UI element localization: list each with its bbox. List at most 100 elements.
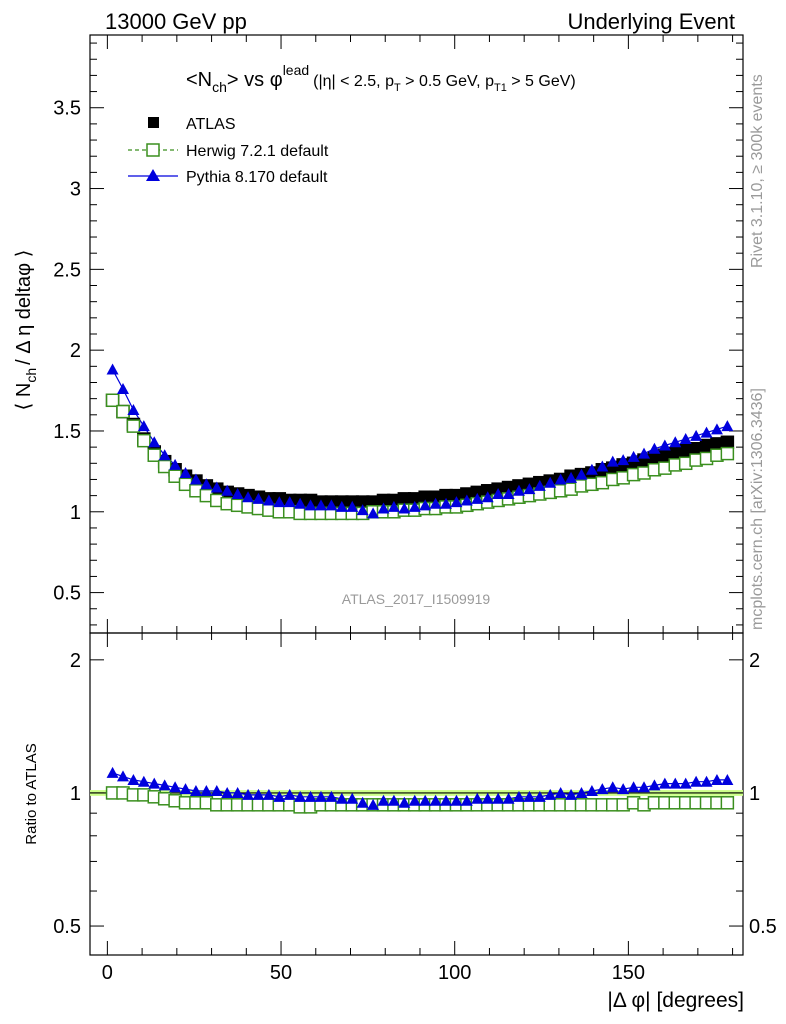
atlas-point [720,435,735,450]
x-axis-tick-labels: 0 50 100 150 [102,962,645,984]
legend-herwig-marker [146,143,160,157]
ratio-pythia-point [502,792,515,804]
ratio-pythia-point [648,779,661,791]
pythia-point [158,449,171,461]
title-sup: lead [283,62,309,78]
ratio-pythia-point [440,794,453,806]
main-panel: 0.511.522.533.5 ATLAS_2017_I1509919 <Nch… [13,34,744,634]
ratio-pythia-point [179,783,192,795]
pythia-point [221,484,234,496]
pythia-point [606,455,619,467]
header-left: 13000 GeV pp [105,9,247,34]
ratio-pythia-point [294,790,307,802]
ratio-pythia-point [669,777,682,789]
ratio-y-tick-label: 2 [70,650,81,672]
pythia-point [554,473,567,485]
pythia-point [679,433,692,445]
main-y-tick-label: 2 [70,340,81,362]
ratio-pythia-point [231,786,244,798]
pythia-point [335,500,348,512]
ratio-pythia-point [533,790,546,802]
ratio-pythia-point [169,781,182,793]
pythia-point [179,466,192,478]
pythia-point [492,488,505,500]
x-tick-label: 150 [612,962,645,984]
ratio-pythia-point [585,785,598,797]
ylabel-a: ⟨ N [13,383,35,411]
pythia-point [669,436,682,448]
main-y-tick-label: 1.5 [53,421,81,443]
ratio-pythia-point [148,777,161,789]
pythia-point [273,496,286,508]
title-cut-a: (|η| < 2.5, p [313,73,394,90]
herwig-point [720,446,735,461]
ratio-pythia-point [554,786,567,798]
ratio-pythia-point [544,788,557,800]
pythia-point [262,494,275,506]
title-cut-b-sub: T1 [494,82,507,94]
ratio-pythia-point [690,775,703,787]
pythia-point [387,500,400,512]
pythia-point [346,500,359,512]
pythia-point [596,460,609,472]
legend: ATLAS Herwig 7.2.1 default Pythia 8.170 … [128,116,329,186]
pythia-point [210,481,223,493]
x-tick-label: 50 [270,962,292,984]
ratio-pythia-point [408,794,421,806]
pythia-point [648,442,661,454]
pythia-point [148,436,161,448]
ratio-y-tick-label-right: 0.5 [749,916,777,938]
ylabel-sub: ch [23,368,39,383]
pythia-point [627,450,640,462]
pythia-point [169,458,182,470]
main-y-tick-label: 3.5 [53,98,81,120]
ratio-pythia-point [617,783,630,795]
ratio-y-tick-label: 1 [70,783,81,805]
ratio-pythia-point [429,794,442,806]
ratio-series [105,766,735,814]
pythia-point [471,492,484,504]
ratio-pythia-point [210,785,223,797]
ratio-pythia-point [304,790,317,802]
ratio-pythia-point [523,790,536,802]
ratio-pythia-point [273,790,286,802]
ratio-pythia-point [450,794,463,806]
ratio-pythia-point [627,781,640,793]
ratio-pythia-point [398,796,411,808]
rivet-label: Rivet 3.1.10, ≥ 300k events [749,74,766,268]
herwig-point [147,448,162,462]
pythia-point [419,499,432,511]
ratio-pythia-point [335,792,348,804]
ratio-pythia-point [356,796,369,808]
pythia-point [658,439,671,451]
main-y-axis-label: ⟨ Nch / Δ η deltaφ ⟩ [13,250,39,411]
ratio-pythia-point [314,790,327,802]
main-series [105,363,735,521]
ratio-pythia-point [512,790,525,802]
pythia-point [429,497,442,509]
herwig-point [116,404,130,419]
pythia-point [440,497,453,509]
ratio-pythia-point [721,773,734,785]
x-tick-label: 0 [102,962,113,984]
pythia-point [231,488,244,500]
ratio-pythia-point [460,794,473,806]
pythia-point [242,491,255,503]
pythia-point [460,494,473,506]
ratio-pythia-point [492,792,505,804]
pythia-point [377,502,390,514]
pythia-point [533,479,546,491]
pythia-point [502,488,515,500]
title-sub: ch [212,79,227,95]
ratio-pythia-point [346,792,359,804]
pythia-point [294,497,307,509]
pythia-point [617,454,630,466]
title-cut-c: > 5 GeV) [507,73,576,90]
ratio-pythia-point [325,790,338,802]
pythia-point [721,420,734,432]
pythia-point [137,420,150,432]
herwig-point [105,393,120,408]
legend-pythia-marker [146,169,160,181]
pythia-point [690,429,703,441]
